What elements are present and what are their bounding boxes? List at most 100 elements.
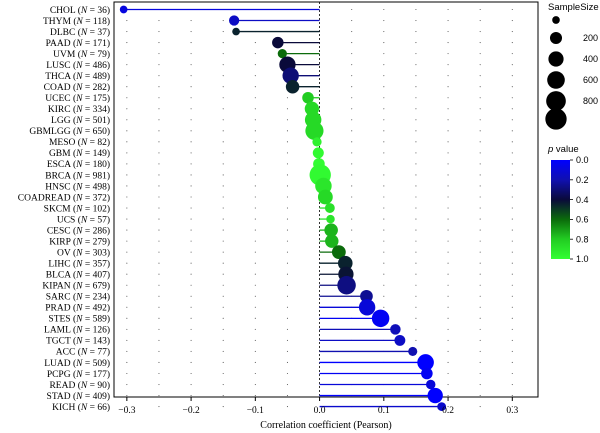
grid-dot	[511, 141, 513, 143]
grid-dot	[447, 395, 449, 397]
grid-dot	[286, 108, 289, 110]
grid-dot	[222, 119, 224, 121]
grid-dot	[254, 229, 256, 231]
grid-dot	[351, 108, 353, 110]
grid-dot	[511, 339, 513, 341]
grid-dot	[479, 8, 481, 11]
grid-dot	[190, 97, 192, 99]
grid-dot	[447, 19, 449, 22]
grid-dot	[254, 317, 256, 319]
grid-dot	[158, 395, 160, 397]
grid-dot	[415, 218, 417, 220]
grid-dot	[222, 185, 224, 187]
grid-dot	[222, 174, 224, 176]
grid-dot	[126, 361, 128, 364]
grid-dot	[479, 273, 481, 275]
x-axis-title: Correlation coefficient (Pearson)	[260, 420, 391, 431]
grid-dot	[222, 273, 224, 275]
grid-dot	[415, 284, 417, 286]
grid-dot	[190, 119, 192, 121]
grid-dot	[447, 339, 449, 341]
grid-dot	[158, 64, 160, 66]
grid-dot	[286, 218, 289, 220]
grid-dot	[511, 174, 513, 176]
grid-dot	[222, 53, 224, 55]
grid-dot	[158, 42, 160, 44]
size-legend-dot	[547, 71, 565, 89]
y-label-hnsc: HNSC (N = 498)	[45, 181, 110, 192]
pvalue-tick-label: 1.0	[576, 254, 589, 264]
dot-coadread	[317, 189, 333, 205]
grid-dot	[286, 174, 289, 176]
y-label-prad: PRAD (N = 492)	[45, 303, 110, 314]
grid-dot	[351, 42, 353, 44]
y-label-stes: STES (N = 589)	[48, 314, 110, 325]
grid-dot	[351, 53, 353, 55]
grid-dot	[383, 75, 385, 77]
grid-dot	[383, 31, 385, 33]
lollipop-stems	[123, 8, 442, 408]
grid-dot	[479, 64, 481, 66]
dot-meso	[312, 137, 322, 147]
grid-dot	[254, 372, 256, 375]
grid-dot	[158, 75, 160, 77]
grid-dot	[383, 273, 385, 275]
grid-dot	[447, 207, 449, 209]
grid-dot	[511, 406, 513, 408]
grid-dot	[415, 152, 417, 154]
y-label-stad: STAD (N = 409)	[47, 391, 110, 402]
grid-dot	[126, 317, 128, 319]
grid-dot	[383, 86, 385, 88]
grid-dot	[383, 97, 385, 99]
grid-dot	[415, 108, 417, 110]
grid-dot	[511, 42, 513, 44]
grid-dot	[383, 152, 385, 154]
grid-dot	[479, 383, 481, 386]
grid-dot	[479, 163, 481, 165]
grid-dot	[126, 119, 128, 121]
grid-dot	[190, 306, 192, 308]
grid-dot	[254, 152, 256, 154]
grid-dot	[447, 295, 449, 297]
dot-coad	[285, 79, 300, 94]
grid-dot	[351, 185, 353, 187]
grid-dot	[254, 53, 256, 55]
grid-dot	[511, 75, 513, 77]
grid-dot	[222, 218, 224, 220]
grid-dot	[415, 86, 417, 88]
grid-dot	[254, 295, 256, 297]
size-legend-dot	[549, 31, 563, 45]
x-tick-label: 0.3	[506, 406, 518, 416]
grid-dot	[190, 295, 192, 297]
y-label-blca: BLCA (N = 407)	[46, 270, 110, 281]
grid-dot	[511, 207, 513, 209]
size-legend-dot	[548, 51, 564, 67]
grid-dot	[511, 163, 513, 165]
grid-dot	[126, 97, 128, 99]
grid-dot	[222, 130, 224, 132]
grid-dot	[286, 273, 289, 275]
size-legend: SampleSize 200 400 600 800	[545, 2, 599, 130]
grid-dot	[190, 64, 192, 66]
y-label-thca: THCA (N = 489)	[45, 71, 110, 82]
grid-dot	[126, 152, 128, 154]
grid-dot	[383, 108, 385, 110]
grid-dot	[190, 251, 192, 253]
grid-dot	[190, 130, 192, 132]
grid-dot	[415, 229, 417, 231]
grid-dot	[511, 395, 513, 397]
dot-read	[425, 379, 436, 390]
grid-dot	[286, 328, 289, 330]
grid-dot	[126, 395, 128, 397]
grid-dot	[254, 361, 256, 364]
y-axis-labels: CHOL (N = 36)THYM (N = 118)DLBC (N = 37)…	[18, 5, 110, 413]
y-label-pcpg: PCPG (N = 177)	[47, 369, 110, 380]
grid-dot	[447, 53, 449, 55]
y-label-dlbc: DLBC (N = 37)	[50, 27, 110, 38]
grid-dot	[158, 185, 160, 187]
grid-dot	[222, 86, 224, 88]
grid-dot	[126, 42, 128, 44]
pvalue-legend: p value 0.0 0.2 0.4 0.6 0.8 1.0	[547, 144, 589, 264]
grid-dot	[447, 75, 449, 77]
dot-acc	[408, 346, 418, 356]
